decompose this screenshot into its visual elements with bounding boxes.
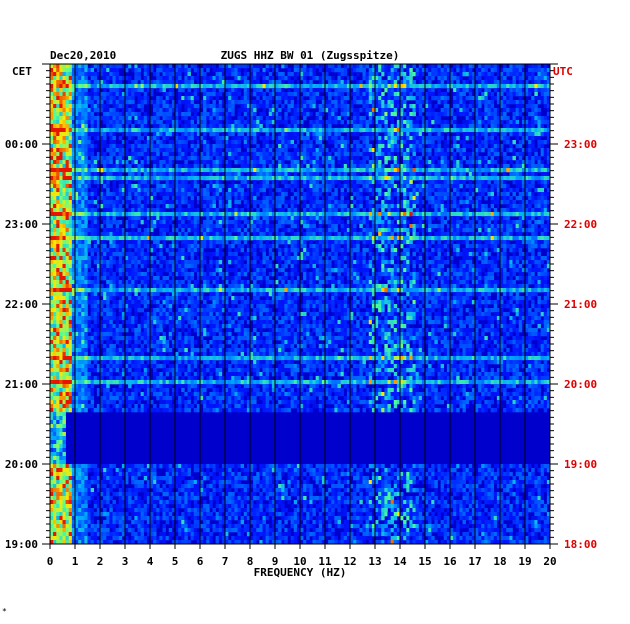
x-tick-label: 6 <box>197 555 204 568</box>
x-tick-label: 8 <box>247 555 254 568</box>
utc-tick-labels: 18:00 19:00 20:00 21:00 22:00 23:00 <box>564 138 597 551</box>
x-tick-label: 16 <box>443 555 457 568</box>
utc-tick-label: 22:00 <box>564 218 597 231</box>
cet-tick-label: 20:00 <box>5 458 38 471</box>
x-tick-label: 17 <box>468 555 481 568</box>
x-tick-label: 18 <box>493 555 506 568</box>
x-tick-label: 2 <box>97 555 104 568</box>
x-tick-label: 13 <box>368 555 381 568</box>
date-label: Dec20,2010 <box>50 49 116 62</box>
x-tick-label: 11 <box>318 555 332 568</box>
cet-tick-label: 21:00 <box>5 378 38 391</box>
cet-tick-label: 22:00 <box>5 298 38 311</box>
x-tick-label: 19 <box>518 555 531 568</box>
spectrogram-heatmap <box>50 64 551 545</box>
x-tick-label: 10 <box>293 555 306 568</box>
frequency-grid <box>49 63 551 545</box>
x-tick-label: 14 <box>393 555 407 568</box>
x-tick-label: 0 <box>47 555 54 568</box>
utc-tick-label: 18:00 <box>564 538 597 551</box>
chart-title: ZUGS HHZ BW 01 (Zugsspitze) <box>221 49 400 62</box>
cet-label: CET <box>12 65 32 78</box>
x-tick-label: 20 <box>543 555 556 568</box>
utc-tick-label: 21:00 <box>564 298 597 311</box>
x-tick-label: 12 <box>343 555 356 568</box>
corner-mark: * <box>2 607 7 616</box>
utc-tick-label: 19:00 <box>564 458 597 471</box>
x-tick-label: 4 <box>147 555 154 568</box>
x-axis-label: FREQUENCY (HZ) <box>254 566 347 579</box>
cet-tick-label: 19:00 <box>5 538 38 551</box>
cet-tick-label: 23:00 <box>5 218 38 231</box>
x-tick-label: 15 <box>418 555 431 568</box>
cet-tick-labels: 19:00 20:00 21:00 22:00 23:00 00:00 <box>5 138 38 551</box>
x-tick-label: 3 <box>122 555 129 568</box>
x-tick-label: 9 <box>272 555 279 568</box>
x-tick-label: 5 <box>172 555 179 568</box>
x-tick-label: 7 <box>222 555 229 568</box>
utc-tick-label: 20:00 <box>564 378 597 391</box>
utc-tick-label: 23:00 <box>564 138 597 151</box>
x-tick-labels: 0 1 2 3 4 5 6 7 8 9 10 11 12 13 14 15 16 17 18 19 20 <box>47 555 557 568</box>
axis-ticks <box>42 63 558 549</box>
cet-tick-label: 00:00 <box>5 138 38 151</box>
utc-label: UTC <box>553 65 573 78</box>
x-tick-label: 1 <box>72 555 79 568</box>
